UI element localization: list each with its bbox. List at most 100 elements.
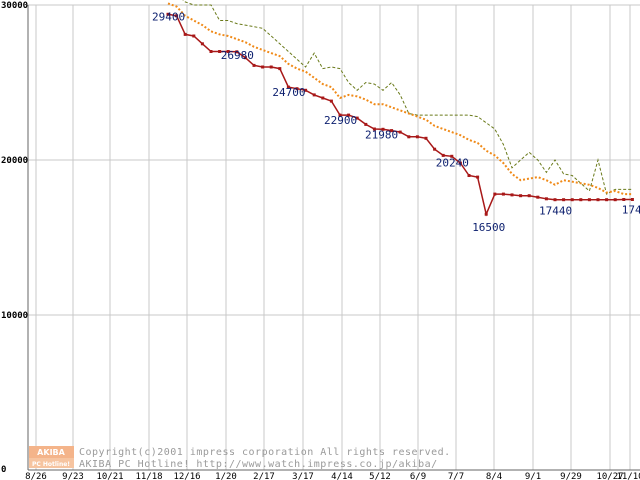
low-point bbox=[415, 135, 419, 139]
low-point bbox=[467, 174, 471, 177]
low-point bbox=[269, 65, 273, 69]
low-point bbox=[183, 32, 187, 36]
low-point bbox=[329, 99, 333, 103]
low-point bbox=[579, 198, 583, 202]
x-tick-label: 1/20 bbox=[215, 472, 237, 480]
low-point bbox=[553, 198, 557, 202]
data-label: 20240 bbox=[436, 156, 469, 169]
data-label: 24700 bbox=[272, 86, 305, 99]
low-point bbox=[510, 193, 514, 197]
low-point bbox=[519, 194, 523, 198]
copyright-text: Copyright(c)2001 impress corporation All… bbox=[79, 447, 451, 458]
x-tick-label: 11/10 bbox=[616, 472, 640, 480]
low-point bbox=[372, 127, 376, 131]
low-point bbox=[390, 129, 394, 133]
data-label: 21980 bbox=[365, 128, 398, 141]
grid-lines bbox=[27, 4, 640, 471]
x-tick-label: 5/12 bbox=[369, 472, 391, 480]
low-point bbox=[587, 198, 591, 202]
x-tick-label: 12/16 bbox=[173, 472, 200, 480]
x-tick-label: 8/4 bbox=[486, 472, 502, 480]
low-point bbox=[484, 212, 488, 216]
x-tick-label: 9/29 bbox=[560, 472, 582, 480]
low-point bbox=[381, 127, 385, 131]
low-point bbox=[622, 198, 626, 201]
series-line-high bbox=[182, 0, 633, 195]
low-point bbox=[596, 198, 600, 202]
low-point bbox=[304, 88, 308, 92]
akiba-logo-text: AKIBA bbox=[37, 448, 65, 457]
data-label: 17450 bbox=[622, 204, 640, 217]
low-point bbox=[407, 135, 411, 139]
low-point bbox=[458, 161, 462, 165]
akiba-logo-subtext: PC Hotline! bbox=[32, 461, 70, 468]
x-tick-label: 10/21 bbox=[96, 472, 123, 480]
low-point bbox=[544, 197, 548, 201]
low-point bbox=[312, 93, 316, 97]
site-url-text: AKIBA PC Hotline! http://www.watch.impre… bbox=[79, 459, 438, 470]
y-tick-label: 10000 bbox=[1, 311, 28, 321]
low-point bbox=[398, 130, 402, 134]
low-point bbox=[226, 50, 230, 53]
low-point bbox=[286, 85, 290, 89]
low-point bbox=[261, 65, 265, 69]
x-tick-label: 11/18 bbox=[135, 472, 162, 480]
y-tick-label: 0 bbox=[1, 465, 6, 475]
y-tick-label: 30000 bbox=[1, 1, 28, 11]
low-point bbox=[441, 153, 445, 157]
low-point bbox=[166, 12, 170, 16]
x-tick-label: 9/23 bbox=[62, 472, 84, 480]
low-point bbox=[476, 175, 480, 179]
low-point bbox=[450, 154, 454, 158]
low-point bbox=[278, 67, 282, 71]
data-label: 22900 bbox=[324, 114, 357, 127]
low-point bbox=[209, 50, 213, 53]
low-point bbox=[424, 136, 428, 140]
x-tick-label: 7/7 bbox=[448, 472, 464, 480]
low-point bbox=[562, 198, 566, 202]
low-point bbox=[364, 122, 368, 126]
x-axis-ticks: 8/26 9/23 10/21 11/18 12/16 1/20 2/17 3/17 4/14 5… bbox=[25, 472, 640, 480]
x-tick-label: 2/17 bbox=[253, 472, 275, 480]
low-point bbox=[252, 63, 256, 67]
x-tick-label: 4/14 bbox=[331, 472, 353, 480]
low-point bbox=[338, 113, 342, 117]
data-label: 17440 bbox=[539, 205, 572, 218]
data-label: 16500 bbox=[472, 221, 505, 234]
low-point bbox=[243, 56, 247, 60]
akiba-logo-bottom bbox=[29, 458, 74, 468]
x-tick-label: 10/27 bbox=[596, 472, 623, 480]
low-point bbox=[570, 198, 574, 202]
x-tick-label: 3/17 bbox=[292, 472, 314, 480]
low-point bbox=[347, 113, 351, 117]
data-labels: 29400 26980 24700 22900 21980 20240 16500 17440… bbox=[152, 10, 640, 234]
low-point bbox=[235, 50, 239, 54]
x-tick-label: 8/26 bbox=[25, 472, 47, 480]
data-label: 26980 bbox=[221, 49, 254, 62]
low-point bbox=[295, 87, 299, 91]
akiba-logo-top bbox=[29, 446, 74, 458]
low-point bbox=[493, 192, 497, 196]
low-point bbox=[613, 198, 617, 202]
low-point bbox=[192, 34, 196, 38]
low-point bbox=[355, 116, 359, 120]
data-label: 29400 bbox=[152, 10, 185, 23]
low-point bbox=[175, 14, 179, 18]
low-point bbox=[605, 198, 609, 202]
watermark: AKIBA PC Hotline! Copyright(c)2001 impre… bbox=[29, 446, 451, 470]
low-point bbox=[218, 50, 222, 53]
y-axis-ticks: 0 10000 20000 30000 bbox=[1, 1, 28, 475]
x-tick-label: 6/9 bbox=[410, 472, 426, 480]
series-lines bbox=[166, 0, 634, 217]
low-point bbox=[501, 192, 505, 196]
series-line-average bbox=[167, 2, 633, 196]
series-line-low bbox=[167, 13, 633, 217]
low-point bbox=[321, 96, 325, 100]
low-point bbox=[536, 195, 540, 199]
low-point bbox=[630, 198, 634, 201]
low-point bbox=[433, 147, 437, 151]
low-point bbox=[200, 42, 204, 46]
low-point bbox=[527, 194, 531, 198]
y-tick-label: 20000 bbox=[1, 156, 28, 166]
